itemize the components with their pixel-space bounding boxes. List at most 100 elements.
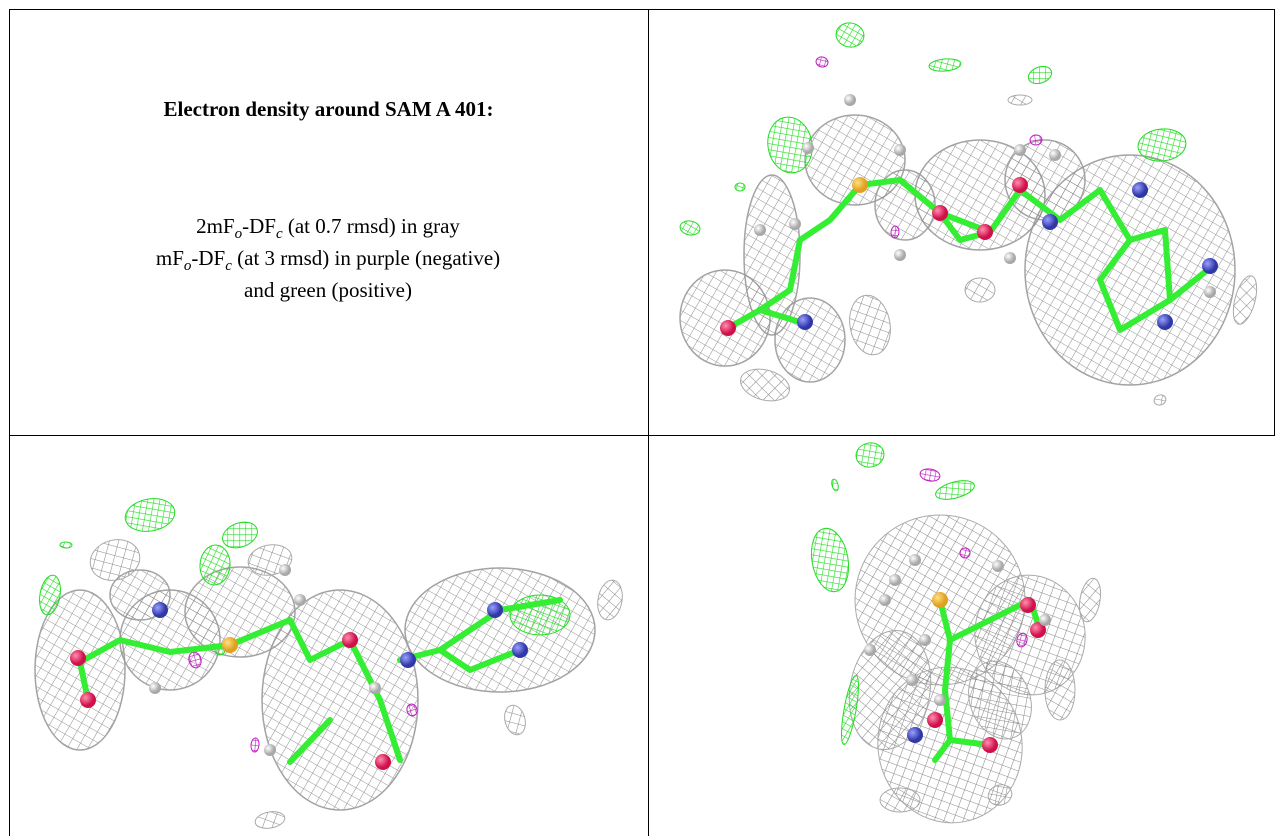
atom xyxy=(222,637,238,653)
atom xyxy=(927,712,943,728)
atom xyxy=(1132,182,1148,198)
atom xyxy=(294,594,306,606)
subscript: o xyxy=(183,258,192,275)
atom xyxy=(789,218,801,230)
negative-mesh xyxy=(890,225,900,239)
atom xyxy=(879,594,891,606)
text: (at 0.7 rmsd) in gray xyxy=(282,214,460,238)
negative-mesh xyxy=(1016,632,1028,648)
atom xyxy=(80,692,96,708)
atom xyxy=(889,574,901,586)
atom xyxy=(844,94,856,106)
negative-mesh xyxy=(406,703,418,717)
atom xyxy=(864,644,876,656)
text: -DF xyxy=(191,246,226,270)
bond xyxy=(287,717,333,765)
cell-border xyxy=(648,9,649,836)
bond xyxy=(437,647,523,673)
density-mesh xyxy=(504,704,526,736)
subscript: o xyxy=(234,226,243,243)
positive-mesh xyxy=(928,58,962,72)
legend: 2mFo-DFc (at 0.7 rmsd) in gray mFo-DFc (… xyxy=(148,210,508,306)
atom xyxy=(512,642,528,658)
density-mesh xyxy=(879,787,921,813)
atom xyxy=(342,632,358,648)
positive-mesh xyxy=(1027,65,1053,85)
bond xyxy=(947,597,1043,643)
subscript: c xyxy=(275,226,283,243)
atom xyxy=(907,727,923,743)
atom xyxy=(919,634,931,646)
bond xyxy=(932,597,953,763)
atom xyxy=(1202,258,1218,274)
density-mesh xyxy=(1024,154,1236,386)
atom xyxy=(279,564,291,576)
atom xyxy=(982,737,998,753)
positive-mesh xyxy=(835,22,865,48)
density-mesh xyxy=(740,368,790,402)
legend-line: mFo-DFc (at 3 rmsd) in purple (negative)… xyxy=(148,242,508,306)
positive-mesh xyxy=(679,220,701,236)
positive-mesh xyxy=(1137,128,1187,162)
atom xyxy=(487,602,503,618)
density-mesh xyxy=(254,811,286,829)
atom xyxy=(149,682,161,694)
density-mesh xyxy=(849,294,891,356)
atom xyxy=(375,754,391,770)
atom xyxy=(1030,622,1046,638)
positive-mesh xyxy=(199,544,231,586)
negative-mesh xyxy=(250,737,260,753)
atom xyxy=(894,249,906,261)
positive-mesh xyxy=(124,498,176,532)
atom xyxy=(1042,214,1058,230)
density-mesh xyxy=(1232,275,1258,325)
atom xyxy=(802,142,814,154)
bond xyxy=(397,597,563,663)
positive-mesh xyxy=(831,478,839,492)
atom xyxy=(1014,144,1026,156)
text: mF xyxy=(155,246,184,270)
negative-mesh xyxy=(959,547,971,559)
atom xyxy=(797,314,813,330)
atom xyxy=(932,592,948,608)
legend-line: 2mFo-DFc (at 0.7 rmsd) in gray xyxy=(148,210,508,242)
density-mesh xyxy=(1044,659,1076,721)
atom xyxy=(906,674,918,686)
positive-mesh xyxy=(39,574,61,616)
atom xyxy=(977,224,993,240)
atom xyxy=(894,144,906,156)
atom xyxy=(934,694,946,706)
text: -DF xyxy=(242,214,276,238)
atom xyxy=(992,560,1004,572)
atom xyxy=(1039,614,1051,626)
density-mesh xyxy=(1153,394,1167,406)
atom xyxy=(720,320,736,336)
positive-mesh xyxy=(767,116,813,174)
density-mesh xyxy=(964,277,996,303)
density-images xyxy=(34,22,1258,829)
atom xyxy=(909,554,921,566)
atom xyxy=(1049,149,1061,161)
cell-border xyxy=(9,435,1275,436)
atom xyxy=(1020,597,1036,613)
bond xyxy=(77,617,403,763)
negative-mesh xyxy=(815,56,829,68)
negative-mesh xyxy=(1029,134,1043,146)
positive-mesh xyxy=(841,675,859,745)
atom xyxy=(1004,252,1016,264)
atom xyxy=(264,744,276,756)
positive-mesh xyxy=(59,541,73,549)
atom xyxy=(152,602,168,618)
bond xyxy=(1127,227,1173,303)
density-mesh xyxy=(597,579,623,621)
table-frame xyxy=(9,9,1275,836)
positive-mesh xyxy=(935,480,975,500)
density-mesh xyxy=(1007,94,1033,106)
density-mesh xyxy=(89,539,141,581)
density-mesh xyxy=(1078,577,1102,623)
atom xyxy=(1157,314,1173,330)
atom xyxy=(70,650,86,666)
atom xyxy=(1204,286,1216,298)
